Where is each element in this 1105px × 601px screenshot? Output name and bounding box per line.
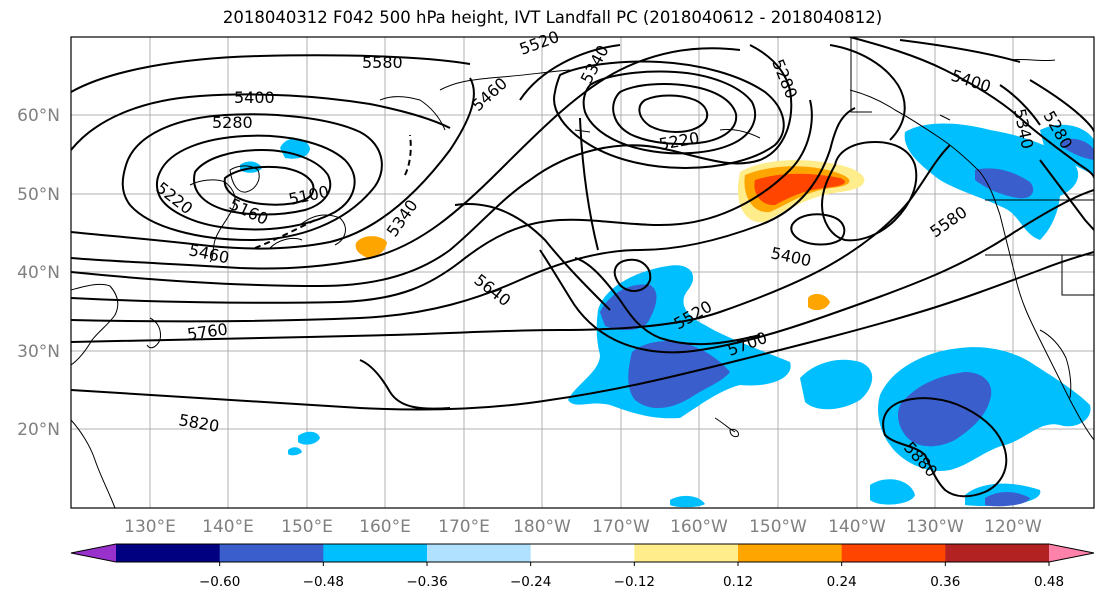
ivt-negative-region: [670, 495, 705, 508]
longitude-labels: 130°E 140°E 150°E 160°E 170°E 180°W 170°…: [124, 517, 1042, 537]
colorbar-outline: [70, 543, 1095, 563]
contour-label: 5280: [212, 113, 253, 132]
lon-label: 130°E: [124, 517, 176, 537]
lon-label: 150°E: [281, 517, 333, 537]
colorbar-segment: [427, 544, 532, 562]
colorbar-tick-label: −0.36: [406, 574, 447, 590]
colorbar-tick-label: −0.24: [510, 574, 551, 590]
colorbar-ticks: −0.60 −0.48 −0.36 −0.24 −0.12 0.12 0.24 0.36 0.4…: [199, 562, 1064, 590]
lon-label: 120°W: [984, 517, 1042, 537]
ivt-negative-region: [975, 168, 1034, 199]
ivt-negative-region: [897, 372, 992, 447]
lat-label: 60°N: [17, 106, 60, 126]
lon-label: 180°W: [513, 517, 571, 537]
map-frame: [70, 36, 1095, 509]
ivt-positive-region: [808, 293, 830, 311]
lat-label: 40°N: [17, 263, 60, 283]
political-boundaries: [850, 37, 1094, 296]
lon-label: 130°W: [906, 517, 964, 537]
colorbar-tick-label: 0.48: [1034, 574, 1064, 590]
ivt-negative-region: [870, 479, 915, 505]
lat-label: 20°N: [17, 420, 60, 440]
latitude-labels: 60°N 50°N 40°N 30°N 20°N: [17, 106, 60, 440]
colorbar-segment: [945, 544, 1050, 562]
ivt-negative-region: [600, 284, 657, 331]
ivt-negative-region: [800, 359, 873, 410]
figure-title: 2018040312 F042 500 hPa height, IVT Land…: [222, 8, 883, 27]
lon-label: 140°W: [828, 517, 886, 537]
colorbar-segment: [530, 544, 635, 562]
ivt-positive-region: [355, 236, 387, 258]
lon-label: 160°W: [670, 517, 728, 537]
lat-label: 50°N: [17, 185, 60, 205]
lon-label: 140°E: [202, 517, 254, 537]
contour-label: 5580: [362, 53, 403, 72]
contour-label: 5400: [234, 88, 275, 107]
colorbar-tick-label: 0.12: [723, 574, 753, 590]
coastlines: [71, 58, 1094, 508]
colorbar-tick-label: 0.36: [930, 574, 960, 590]
lon-label: 150°W: [749, 517, 807, 537]
colorbar-tick-label: −0.60: [199, 574, 240, 590]
ivt-negative-region: [985, 492, 1030, 507]
lon-label: 170°E: [438, 517, 490, 537]
colorbar-segment: [841, 544, 946, 562]
ivt-negative-region: [288, 447, 302, 456]
ivt-negative-region: [1062, 138, 1094, 160]
colorbar-extend-min: [71, 544, 116, 562]
colorbar-segment: [323, 544, 428, 562]
colorbar-segment: [116, 544, 221, 562]
colorbar-tick-label: −0.12: [614, 574, 655, 590]
ivt-negative-region: [298, 431, 320, 445]
ivt-negative-region: [280, 138, 310, 159]
colorbar-tick-label: −0.48: [303, 574, 344, 590]
lon-label: 160°E: [359, 517, 411, 537]
height-contours: [71, 37, 1094, 498]
dashed-lines: [254, 134, 412, 249]
colorbar-segment: [219, 544, 324, 562]
colorbar-segments: [71, 544, 1094, 562]
colorbar-tick-label: 0.24: [827, 574, 857, 590]
colorbar-segment: [738, 544, 843, 562]
colorbar-segment: [634, 544, 739, 562]
lat-label: 30°N: [17, 342, 60, 362]
lon-label: 170°W: [592, 517, 650, 537]
colorbar-extend-max: [1049, 544, 1094, 562]
